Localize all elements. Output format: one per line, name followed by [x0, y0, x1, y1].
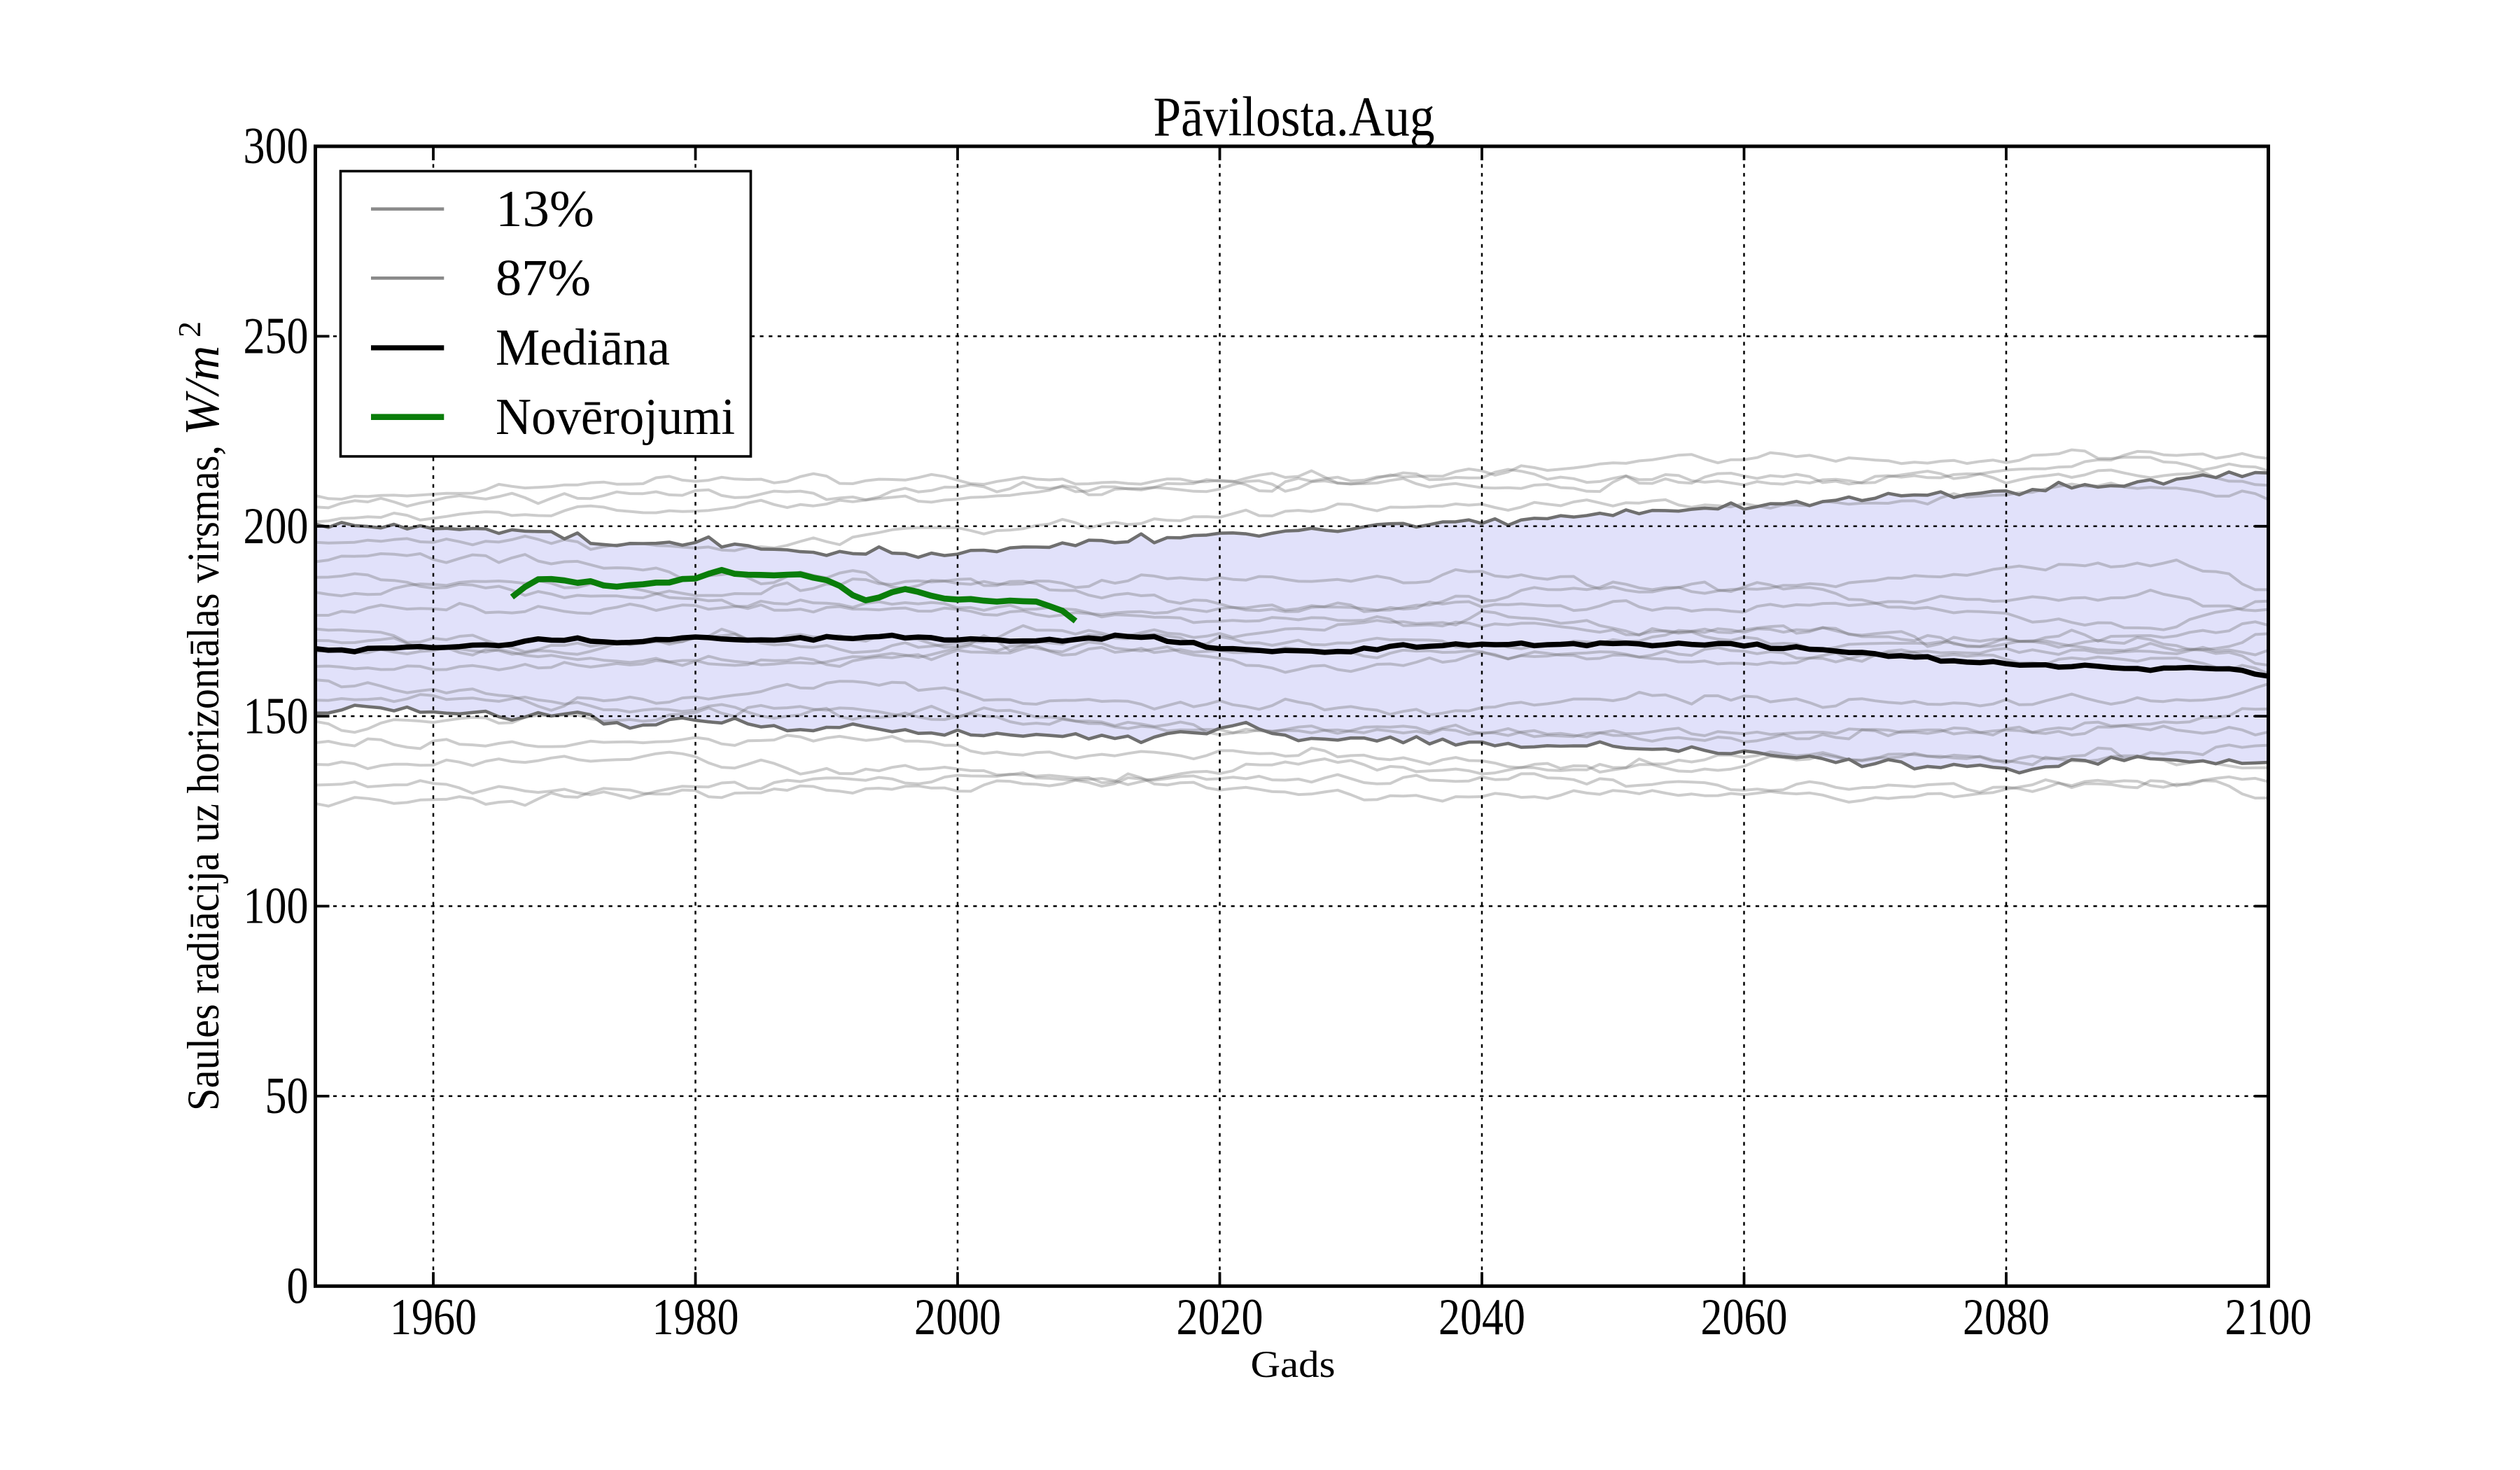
svg-text:1960: 1960 [390, 1289, 477, 1346]
svg-text:13%: 13% [496, 181, 594, 238]
svg-text:Novērojumi: Novērojumi [496, 388, 735, 446]
svg-text:Pāvilosta.Aug: Pāvilosta.Aug [1154, 87, 1435, 148]
svg-text:Mediāna: Mediāna [496, 319, 670, 377]
svg-text:2080: 2080 [1963, 1289, 2050, 1346]
svg-text:250: 250 [244, 308, 309, 365]
svg-text:0: 0 [287, 1258, 309, 1315]
svg-text:2020: 2020 [1177, 1289, 1264, 1346]
svg-text:Saules radiācija uz horizontāl: Saules radiācija uz horizontālas virsmas… [178, 445, 229, 1111]
svg-text:87%: 87% [496, 250, 591, 307]
svg-text:100: 100 [244, 878, 309, 935]
svg-text:1980: 1980 [652, 1289, 739, 1346]
svg-text:300: 300 [244, 118, 309, 175]
svg-text:2100: 2100 [2225, 1289, 2312, 1346]
svg-text:2060: 2060 [1701, 1289, 1788, 1346]
svg-text:W/m: W/m [176, 346, 230, 435]
svg-text:2000: 2000 [914, 1289, 1001, 1346]
svg-text:2: 2 [172, 321, 207, 337]
svg-text:2040: 2040 [1438, 1289, 1525, 1346]
svg-text:150: 150 [244, 687, 309, 745]
svg-text:50: 50 [265, 1068, 309, 1125]
svg-text:Gads: Gads [1251, 1343, 1336, 1385]
svg-text:200: 200 [244, 498, 309, 555]
